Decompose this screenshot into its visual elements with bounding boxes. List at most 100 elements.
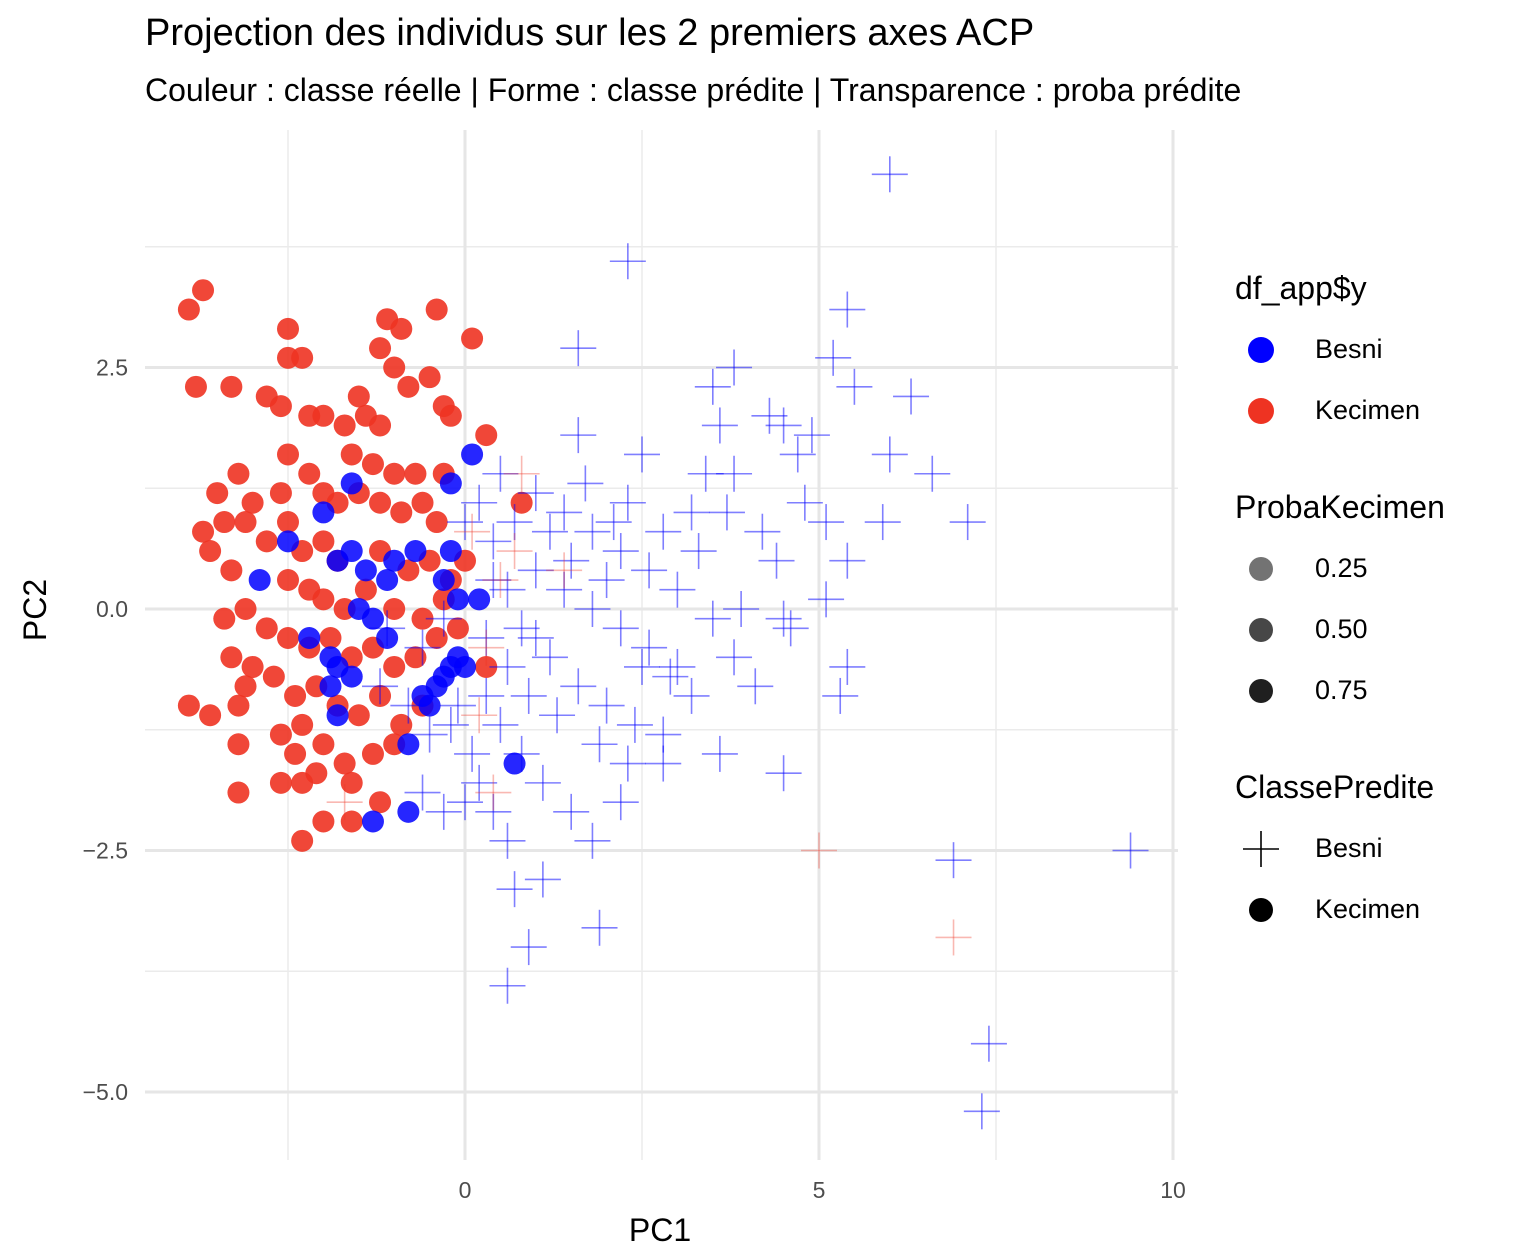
data-point bbox=[595, 504, 632, 541]
data-point bbox=[970, 1025, 1007, 1062]
data-point bbox=[765, 600, 802, 637]
legend-alpha-title: ProbaKecimen bbox=[1235, 489, 1445, 525]
data-point bbox=[411, 716, 448, 753]
data-point bbox=[326, 784, 363, 821]
x-axis-label: PC1 bbox=[629, 1212, 691, 1248]
data-point bbox=[383, 462, 406, 485]
data-point bbox=[461, 327, 484, 350]
legend-color-item: Kecimen bbox=[1235, 380, 1515, 441]
data-point bbox=[652, 658, 689, 695]
data-point bbox=[624, 648, 660, 685]
data-point bbox=[482, 706, 519, 743]
data-point bbox=[893, 378, 930, 415]
data-point bbox=[192, 520, 215, 543]
data-point bbox=[447, 784, 483, 821]
data-point bbox=[808, 581, 845, 618]
y-tick-label: −5.0 bbox=[83, 1079, 128, 1105]
data-point bbox=[461, 484, 498, 521]
data-point bbox=[801, 832, 837, 869]
data-point bbox=[397, 733, 420, 756]
data-point bbox=[432, 569, 455, 592]
data-point bbox=[567, 465, 604, 502]
data-point bbox=[439, 540, 462, 563]
legend-color: df_app$y Besni Kecimen bbox=[1235, 270, 1515, 441]
legend: df_app$y Besni Kecimen ProbaKecimen 0.25… bbox=[1235, 270, 1515, 988]
data-point bbox=[383, 598, 406, 620]
data-point bbox=[524, 764, 561, 801]
data-point bbox=[560, 417, 597, 454]
data-point bbox=[609, 745, 646, 782]
data-point bbox=[949, 504, 986, 541]
data-point bbox=[383, 549, 406, 572]
data-point bbox=[333, 752, 356, 775]
data-point bbox=[312, 404, 335, 427]
data-point bbox=[199, 704, 222, 727]
data-point bbox=[361, 607, 384, 630]
data-point bbox=[694, 368, 731, 405]
data-point bbox=[383, 356, 406, 379]
data-point bbox=[461, 764, 498, 801]
data-point bbox=[461, 697, 498, 734]
data-point bbox=[312, 501, 335, 524]
data-point bbox=[524, 861, 561, 898]
data-point bbox=[262, 665, 285, 688]
data-point bbox=[574, 591, 611, 627]
x-tick-label: 0 bbox=[459, 1177, 472, 1203]
data-point bbox=[546, 552, 583, 589]
data-point bbox=[701, 407, 738, 444]
data-point bbox=[829, 648, 866, 685]
data-point bbox=[468, 588, 491, 611]
data-point bbox=[277, 626, 299, 649]
data-point bbox=[277, 317, 299, 340]
data-point bbox=[616, 706, 653, 743]
data-point bbox=[312, 588, 335, 611]
data-point bbox=[439, 687, 476, 724]
data-point bbox=[369, 491, 392, 514]
data-point bbox=[716, 455, 753, 492]
legend-alpha: ProbaKecimen 0.25 0.50 0.75 bbox=[1235, 489, 1515, 721]
data-point bbox=[319, 675, 342, 698]
data-point bbox=[439, 404, 462, 427]
data-point bbox=[475, 655, 498, 678]
data-point bbox=[312, 810, 335, 833]
data-point bbox=[298, 626, 321, 649]
data-point bbox=[361, 453, 384, 476]
data-point bbox=[446, 617, 469, 640]
data-point bbox=[446, 588, 469, 611]
x-tick-label: 5 bbox=[813, 1177, 826, 1203]
legend-besni-dot-icon bbox=[1248, 336, 1274, 363]
data-point bbox=[241, 655, 264, 678]
data-point bbox=[673, 494, 710, 531]
data-point bbox=[602, 610, 639, 647]
data-point bbox=[425, 793, 462, 830]
data-point bbox=[914, 455, 951, 492]
data-point bbox=[786, 484, 823, 521]
data-point bbox=[496, 504, 533, 541]
data-point bbox=[808, 504, 845, 541]
data-point bbox=[269, 723, 292, 746]
data-point bbox=[234, 598, 257, 620]
legend-shape-item: Besni bbox=[1235, 818, 1515, 879]
data-point bbox=[418, 694, 441, 717]
legend-alpha-dot-icon bbox=[1249, 617, 1273, 642]
data-point bbox=[220, 375, 243, 398]
data-point bbox=[241, 491, 264, 514]
data-point bbox=[411, 491, 434, 514]
data-point bbox=[269, 771, 292, 794]
data-point bbox=[361, 742, 384, 765]
data-point bbox=[411, 607, 434, 630]
data-point bbox=[871, 156, 908, 193]
data-point bbox=[935, 919, 972, 956]
legend-alpha-label: 0.75 bbox=[1315, 675, 1368, 705]
data-point bbox=[340, 810, 363, 833]
data-point bbox=[340, 472, 363, 495]
data-point bbox=[277, 530, 299, 553]
data-point bbox=[694, 600, 731, 637]
data-point bbox=[432, 706, 469, 743]
data-point bbox=[503, 455, 540, 492]
data-point bbox=[496, 871, 533, 908]
data-point bbox=[609, 484, 646, 521]
legend-alpha-item: 0.50 bbox=[1235, 599, 1515, 660]
data-point bbox=[369, 337, 392, 360]
